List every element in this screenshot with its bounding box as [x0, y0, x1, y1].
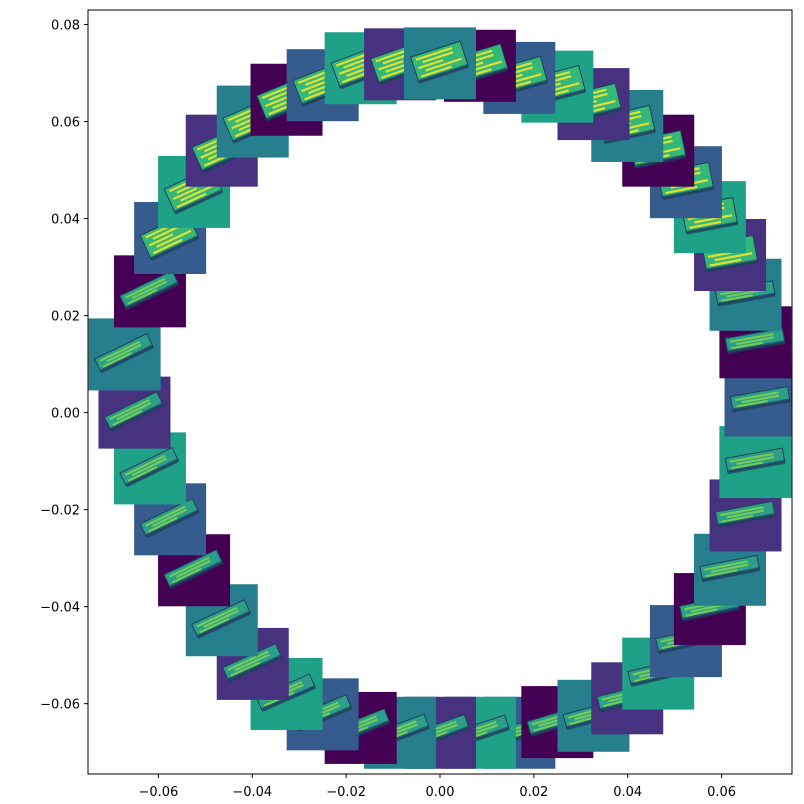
y-tick-label: 0.06 [51, 116, 80, 131]
image-marker [694, 533, 767, 606]
x-axis: −0.06 −0.04 −0.02 0.00 0.02 0.04 0.06 [138, 774, 736, 800]
image-markers [88, 27, 792, 769]
y-axis: −0.06 −0.04 −0.02 0.00 0.02 0.04 0.06 0.08 [40, 19, 88, 713]
x-tick-label: 0.06 [707, 785, 736, 800]
y-tick-label: 0.02 [51, 310, 80, 325]
x-tick-label: 0.04 [613, 785, 642, 800]
x-tick-label: −0.04 [232, 785, 272, 800]
y-tick-label: 0.00 [51, 407, 80, 422]
image-marker [134, 483, 207, 556]
x-tick-label: −0.06 [138, 785, 178, 800]
y-tick-label: −0.06 [40, 698, 80, 713]
image-marker [404, 27, 476, 100]
image-marker [158, 534, 231, 607]
y-tick-label: 0.04 [51, 213, 80, 228]
image-marker [719, 426, 792, 499]
y-tick-label: −0.02 [40, 504, 80, 519]
y-tick-label: −0.04 [40, 601, 80, 616]
y-tick-label: 0.08 [51, 19, 80, 34]
image-marker [88, 318, 161, 391]
x-tick-label: 0.00 [426, 785, 455, 800]
x-tick-label: 0.02 [519, 785, 548, 800]
x-tick-label: −0.02 [326, 785, 366, 800]
